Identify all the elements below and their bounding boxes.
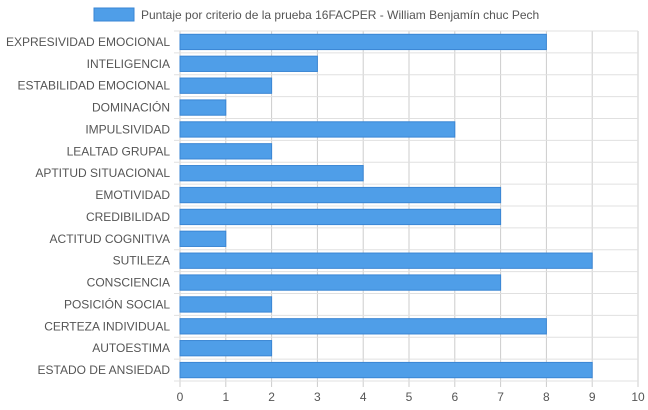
bar: [179, 99, 227, 116]
category-label: EMOTIVIDAD: [95, 188, 170, 202]
category-label: ESTADO DE ANSIEDAD: [38, 363, 171, 377]
category-label: CERTEZA INDIVIDUAL: [44, 319, 170, 333]
x-tick-label: 6: [451, 390, 458, 404]
legend-swatch: [93, 7, 135, 22]
bar: [179, 208, 502, 226]
bar: [179, 143, 273, 160]
x-tick-label: 3: [314, 390, 321, 404]
bar: [179, 230, 227, 247]
category-label: EXPRESIVIDAD EMOCIONAL: [6, 35, 170, 49]
bar: [179, 252, 593, 269]
category-label: AUTOESTIMA: [92, 341, 170, 355]
category-label: ESTABILIDAD EMOCIONAL: [18, 79, 171, 93]
category-label: SUTILEZA: [113, 254, 170, 268]
bar: [179, 361, 593, 379]
grid: [174, 30, 639, 387]
category-labels: EXPRESIVIDAD EMOCIONAL INTELIGENCIA ESTABI…: [6, 35, 170, 377]
category-label: POSICIÓN SOCIAL: [64, 296, 170, 311]
legend[interactable]: Puntaje por criterio de la prueba 16FACP…: [93, 7, 539, 22]
category-label: APTITUD SITUACIONAL: [35, 166, 170, 180]
category-label: DOMINACIÓN: [92, 100, 170, 115]
bar: [179, 55, 318, 72]
x-tick-label: 7: [497, 390, 504, 404]
x-tick-label: 2: [268, 390, 275, 404]
legend-label: Puntaje por criterio de la prueba 16FACP…: [141, 8, 539, 22]
bar: [179, 77, 273, 94]
bar: [179, 165, 364, 182]
x-tick-label: 8: [543, 390, 550, 404]
x-tick-label: 5: [406, 390, 413, 404]
category-label: CONSCIENCIA: [87, 276, 170, 290]
bar: [179, 186, 502, 204]
x-tick-label: 0: [177, 390, 184, 404]
x-tick-label: 10: [631, 390, 645, 404]
bar: [179, 33, 547, 51]
bar: [179, 318, 547, 335]
category-label: IMPULSIVIDAD: [85, 122, 170, 136]
bars: [179, 33, 593, 379]
x-tick-label: 1: [222, 390, 229, 404]
x-axis-ticks: 0 1 2 3 4 5 6 7 8 9 10: [177, 390, 645, 404]
bar: [179, 296, 273, 313]
x-tick-label: 4: [360, 390, 367, 404]
category-label: ACTITUD COGNITIVA: [50, 232, 170, 246]
bar: [179, 340, 273, 357]
x-tick-label: 9: [589, 390, 596, 404]
bar: [179, 274, 502, 291]
category-label: LEALTAD GRUPAL: [67, 144, 171, 158]
bar: [179, 121, 456, 138]
category-label: INTELIGENCIA: [87, 57, 170, 71]
category-label: CREDIBILIDAD: [86, 210, 170, 224]
